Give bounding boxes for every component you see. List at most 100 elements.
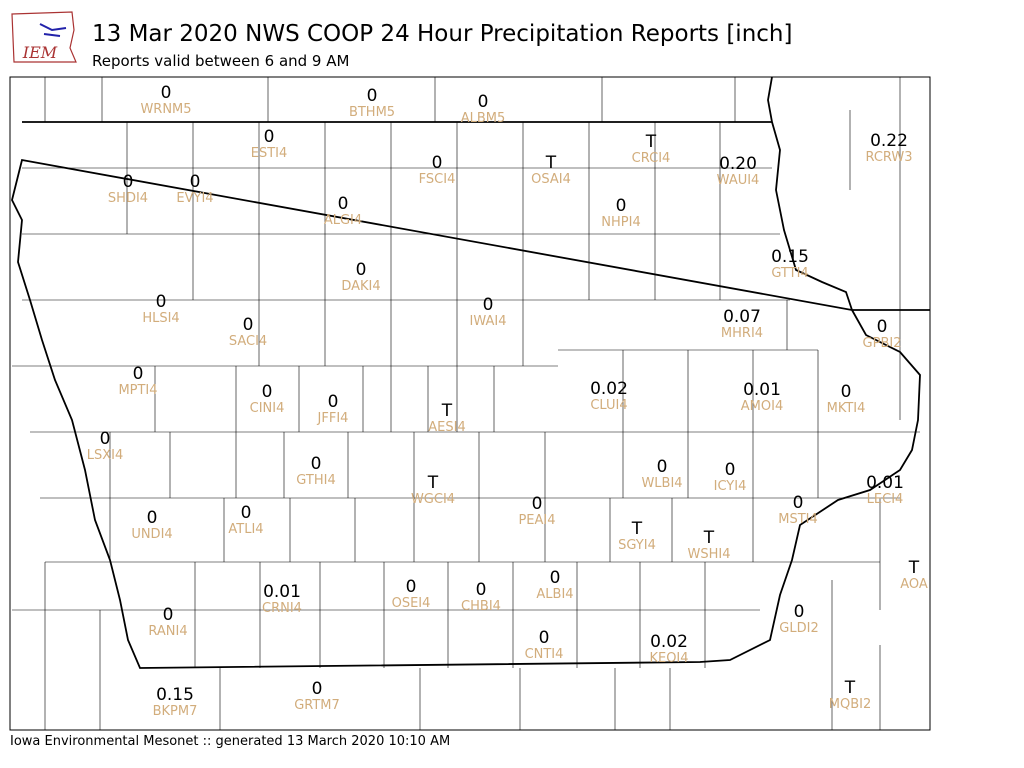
station-id: GTTI4 xyxy=(771,266,808,281)
station-id: UNDI4 xyxy=(131,527,172,542)
station-value: 0 xyxy=(657,457,668,477)
station-id: CNTI4 xyxy=(525,647,564,662)
station-id: CRNI4 xyxy=(262,601,302,616)
station-id: GRTM7 xyxy=(294,698,340,713)
station-id: ESTI4 xyxy=(251,146,288,161)
station-id: WGCI4 xyxy=(411,492,455,507)
station-value: T xyxy=(645,132,657,152)
station-value: 0 xyxy=(877,317,888,337)
station-id: FSCI4 xyxy=(419,172,456,187)
station-value: 0 xyxy=(156,292,167,312)
station-value: 0.01 xyxy=(866,473,904,493)
station-value: 0 xyxy=(483,295,494,315)
station-value: 0 xyxy=(133,364,144,384)
station-id: AESI4 xyxy=(428,420,465,435)
station-id: WAUI4 xyxy=(717,173,760,188)
subtitle: Reports valid between 6 and 9 AM xyxy=(92,52,349,70)
station-value: 0 xyxy=(147,508,158,528)
station-id: PEAI4 xyxy=(518,513,555,528)
station-id: GPBI2 xyxy=(863,336,902,351)
station-id: ALBI4 xyxy=(536,587,573,602)
station-value: 0.15 xyxy=(156,685,194,705)
station-value: T xyxy=(631,519,643,539)
station-id: LSXI4 xyxy=(87,448,124,463)
station-id: BKPM7 xyxy=(153,704,198,719)
logo: IEM xyxy=(11,11,77,63)
station-id: CINI4 xyxy=(250,401,285,416)
station-id: CRCI4 xyxy=(632,151,671,166)
station-id: ATLI4 xyxy=(228,522,263,537)
station-value: 0.07 xyxy=(723,307,761,327)
station-id: SACI4 xyxy=(229,334,267,349)
station-id: MPTI4 xyxy=(118,383,157,398)
station-id: NHPI4 xyxy=(601,215,640,230)
station-value: 0 xyxy=(241,503,252,523)
station-value: 0 xyxy=(793,493,804,513)
station-value: 0.01 xyxy=(263,582,301,602)
station-id: EVYI4 xyxy=(176,191,213,206)
station-value: 0 xyxy=(406,577,417,597)
station-id: OSEI4 xyxy=(392,596,431,611)
station-id: DAKI4 xyxy=(341,279,380,294)
state-border xyxy=(11,76,930,669)
station-value: 0 xyxy=(262,382,273,402)
station-value: 0 xyxy=(338,194,349,214)
station-value: 0 xyxy=(478,92,489,112)
station-id: AOA xyxy=(900,577,928,592)
logo-text: IEM xyxy=(22,43,58,62)
county-lines xyxy=(12,77,920,730)
station-id: GLDI2 xyxy=(779,621,818,636)
station-value: 0 xyxy=(532,494,543,514)
station-value: 0 xyxy=(550,568,561,588)
station-value: 0.02 xyxy=(590,379,628,399)
station-id: ALGI4 xyxy=(324,213,362,228)
station-value: 0.15 xyxy=(771,247,809,267)
station-id: WRNM5 xyxy=(140,102,191,117)
station-value: 0 xyxy=(367,86,378,106)
station-value: 0 xyxy=(190,172,201,192)
station-value: 0.01 xyxy=(743,380,781,400)
station-value: 0 xyxy=(264,127,275,147)
station-value: T xyxy=(844,678,856,698)
station-value: 0 xyxy=(100,429,111,449)
station-value: 0.02 xyxy=(650,632,688,652)
station-value: 0.20 xyxy=(719,154,757,174)
station-id: BTHM5 xyxy=(349,105,395,120)
station-value: 0 xyxy=(841,382,852,402)
station-value: 0.22 xyxy=(870,131,908,151)
station-id: OSAI4 xyxy=(531,172,571,187)
station-id: ALBM5 xyxy=(461,111,506,126)
station-id: CHBI4 xyxy=(461,599,501,614)
station-id: IWAI4 xyxy=(470,314,507,329)
station-id: MQBI2 xyxy=(829,697,871,712)
station-id: SGYI4 xyxy=(618,538,656,553)
station-id: MSTI4 xyxy=(778,512,818,527)
station-id: WSHI4 xyxy=(688,547,731,562)
station-value: 0 xyxy=(616,196,627,216)
station-id: CLUI4 xyxy=(590,398,627,413)
station-value: T xyxy=(703,528,715,548)
station-id: AMOI4 xyxy=(741,399,783,414)
station-value: 0 xyxy=(243,315,254,335)
station-id: LECI4 xyxy=(867,492,904,507)
station-value: T xyxy=(908,558,920,578)
station-id: RCRW3 xyxy=(865,150,912,165)
footer: Iowa Environmental Mesonet :: generated … xyxy=(10,734,450,749)
station-value: 0 xyxy=(432,153,443,173)
station-id: KEOI4 xyxy=(649,651,688,666)
station-value: 0 xyxy=(725,460,736,480)
station-id: JFFI4 xyxy=(317,411,349,426)
station-id: GTHI4 xyxy=(296,473,335,488)
station-value: T xyxy=(441,401,453,421)
station-value: 0 xyxy=(163,605,174,625)
station-value: 0 xyxy=(123,172,134,192)
station-value: T xyxy=(545,153,557,173)
station-id: MKTI4 xyxy=(827,401,866,416)
station-value: 0 xyxy=(476,580,487,600)
station-value: 0 xyxy=(161,83,172,103)
station-id: MHRI4 xyxy=(721,326,763,341)
station-id: WLBI4 xyxy=(641,476,682,491)
station-value: 0 xyxy=(311,454,322,474)
station-value: 0 xyxy=(794,602,805,622)
station-value: 0 xyxy=(539,628,550,648)
